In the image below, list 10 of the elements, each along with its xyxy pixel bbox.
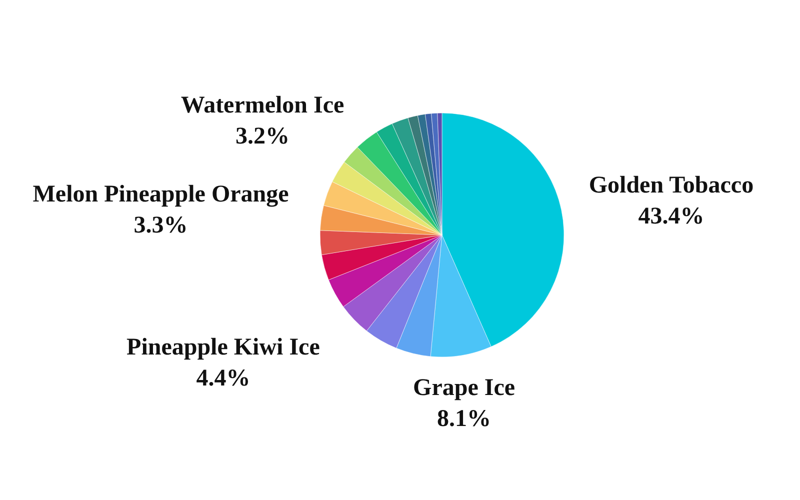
slice-label: Pineapple Kiwi Ice	[126, 334, 320, 361]
slice-label: Grape Ice	[413, 375, 516, 402]
data-label: 8.1%	[437, 406, 492, 432]
data-label: 3.3%	[134, 212, 188, 239]
data-label: 3.2%	[236, 123, 290, 150]
data-label: 43.4%	[638, 204, 704, 230]
slice-label: Golden Tobacco	[588, 172, 754, 199]
slice-label: Watermelon Ice	[180, 92, 345, 118]
data-label: 4.4%	[196, 366, 250, 392]
slice-label: Melon Pineapple Orange	[32, 182, 290, 208]
